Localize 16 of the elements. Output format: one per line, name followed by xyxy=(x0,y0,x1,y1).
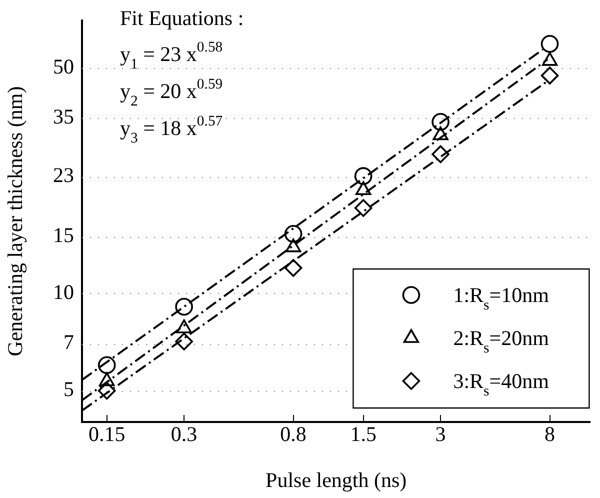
x-tick-label: 3 xyxy=(435,422,446,446)
y-axis-title: Generating layer thickness (nm) xyxy=(3,86,28,356)
x-tick-label: 1.5 xyxy=(350,422,376,446)
y-tick-label: 35 xyxy=(53,104,74,128)
annotation: Fit Equations : xyxy=(120,6,244,30)
x-tick-label: 8 xyxy=(544,422,556,446)
x-tick-label: 0.3 xyxy=(170,422,198,446)
x-tick-label: 0.15 xyxy=(88,422,126,446)
y-tick-label: 7 xyxy=(64,330,74,354)
y-tick-label: 23 xyxy=(53,163,74,188)
y-tick-label: 50 xyxy=(53,54,74,78)
y-tick-label: 5 xyxy=(64,377,74,402)
x-axis-title: Pulse length (ns) xyxy=(266,468,407,492)
y-tick-label: 15 xyxy=(53,223,74,248)
y-tick-label: 10 xyxy=(53,280,74,304)
x-tick-label: 0.8 xyxy=(280,422,306,446)
